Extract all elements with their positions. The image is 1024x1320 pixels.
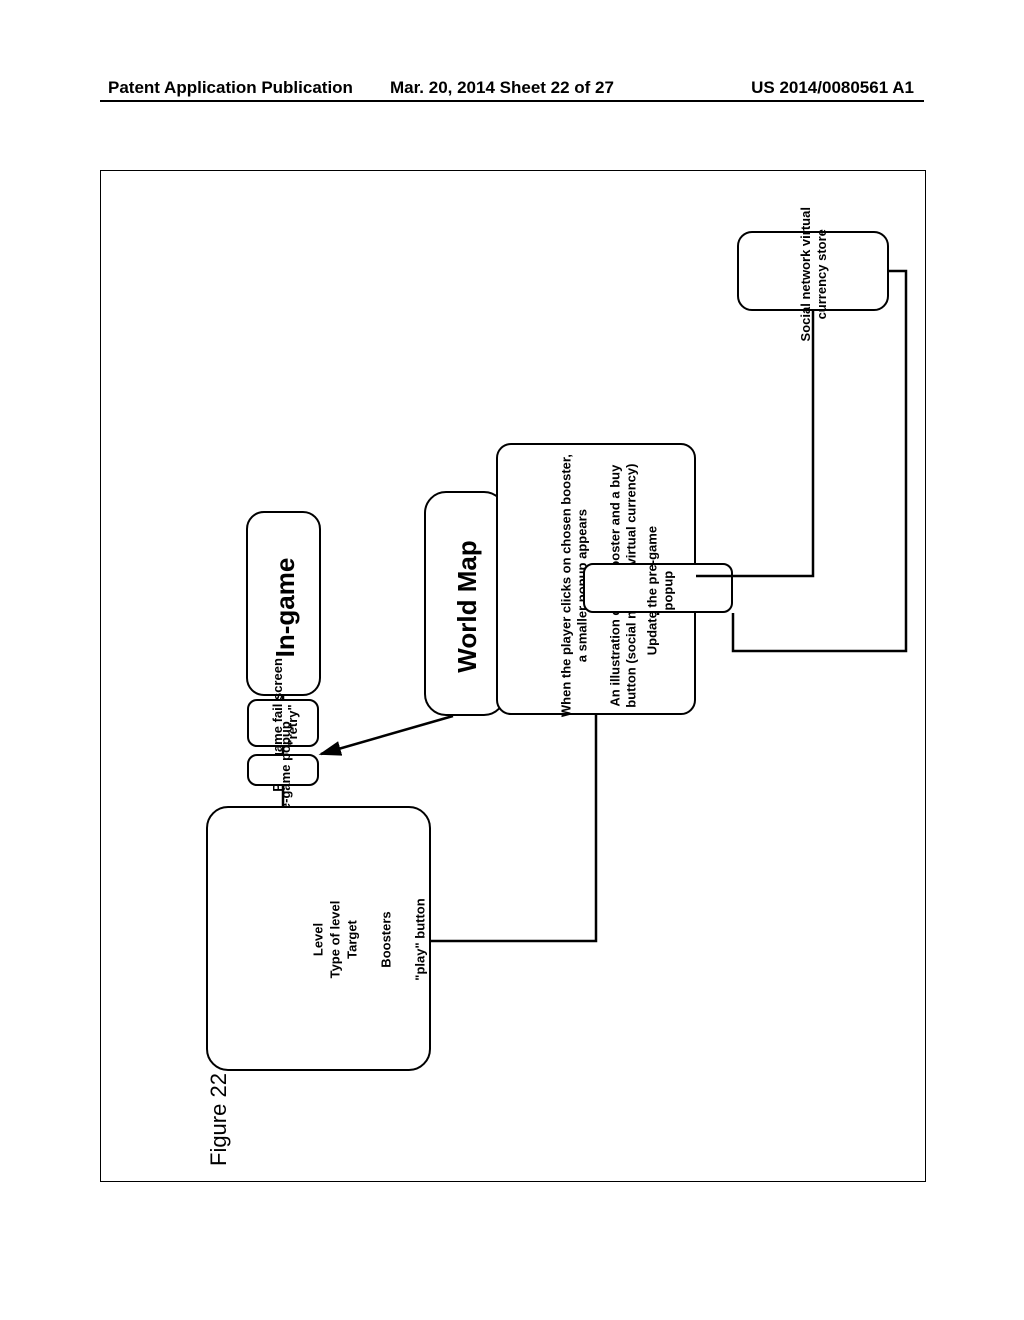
label-world-map: World Map (452, 494, 483, 719)
header-rule (100, 100, 924, 102)
detail-item-4: "play" button (413, 875, 428, 1005)
detail-item-0: Level (311, 875, 326, 1005)
label-update-popup: Update the pre-game popup (644, 516, 675, 666)
figure-caption: Figure 22 (206, 1073, 232, 1166)
node-pregame-popup: Pre-game popup (247, 754, 319, 786)
label-currency-store: Social network virtual currency store (798, 194, 831, 354)
header-right-text: US 2014/0080561 A1 (751, 78, 914, 98)
node-world-map: World Map (424, 491, 506, 716)
detail-item-1: Type of level (328, 875, 343, 1005)
up-line1: popup (660, 571, 675, 611)
detail-item-2: Target (345, 875, 360, 1005)
detail-item-3: Boosters (379, 875, 394, 1005)
figure-canvas: In-game World Map Post game fail screen … (100, 170, 926, 1182)
node-currency-store: Social network virtual currency store (737, 231, 889, 311)
edge-booster-currency (696, 311, 813, 576)
cs-line0: Social network virtual (798, 207, 813, 341)
cs-line1: currency store (814, 229, 829, 319)
page: Patent Application Publication Mar. 20, … (0, 0, 1024, 1320)
node-detail-box: Level Type of level Target Boosters "pla… (206, 806, 431, 1071)
node-update-popup: Update the pre-game popup (583, 563, 733, 613)
edge-detail-booster (431, 715, 596, 941)
header-left-text: Patent Application Publication (108, 78, 353, 98)
bp-line0: When the player clicks on chosen booster… (558, 454, 573, 717)
header-mid-text: Mar. 20, 2014 Sheet 22 of 27 (390, 78, 614, 98)
edge-worldmap-pregame (321, 716, 453, 754)
up-line0: Update the pre-game (644, 526, 659, 655)
